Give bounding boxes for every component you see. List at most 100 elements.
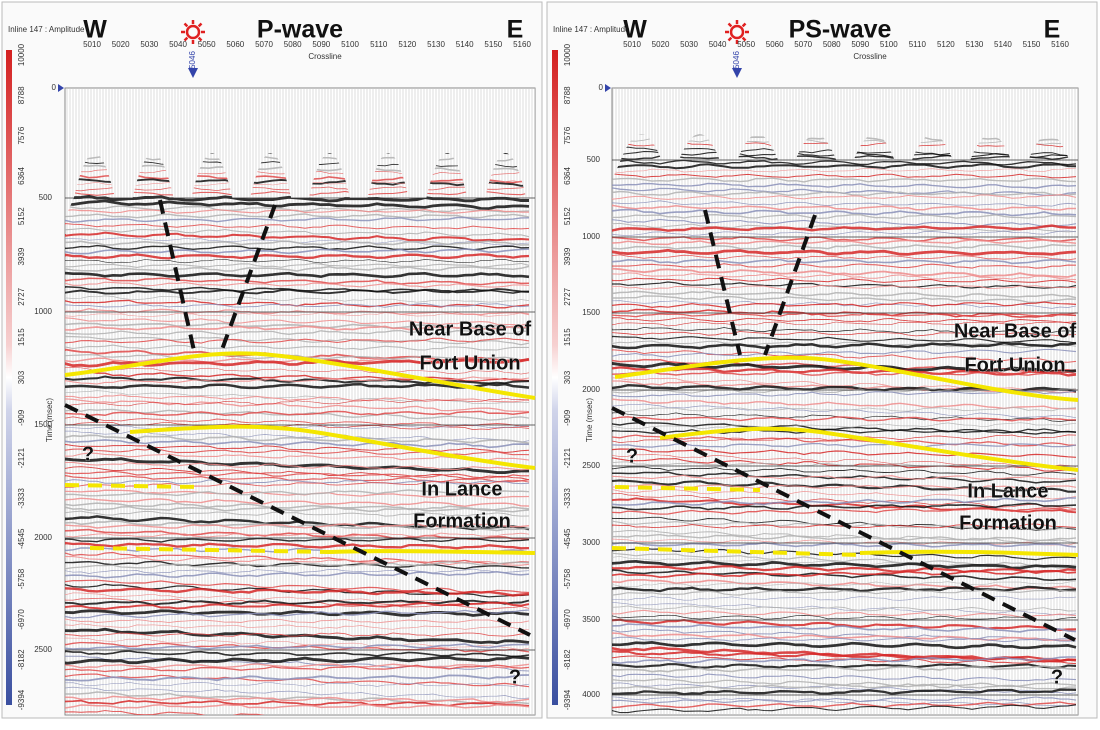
reflector	[65, 703, 530, 709]
colorbar-tick-label: 3939	[17, 247, 26, 265]
reflector	[65, 227, 530, 238]
colorbar-tick-label: -9394	[17, 689, 26, 710]
reflector	[65, 571, 530, 579]
reflector	[612, 428, 1077, 435]
reflector	[65, 337, 530, 344]
crossline-tick-label: 5030	[140, 40, 158, 49]
time-tick-label: 2500	[582, 461, 600, 470]
reflector	[612, 182, 1077, 189]
reflector	[612, 682, 1077, 695]
reflector	[612, 663, 1077, 669]
reflector	[612, 474, 1077, 480]
reflector	[65, 367, 530, 375]
reflector	[65, 537, 530, 543]
reflector	[65, 277, 530, 286]
amplitude-label: Inline 147 : Amplitude	[553, 25, 630, 34]
reflector	[65, 709, 530, 715]
horizon	[859, 549, 1079, 557]
reflector	[612, 173, 1077, 179]
colorbar-tick-label: -5758	[563, 568, 572, 589]
reflector	[612, 665, 1077, 673]
colorbar-tick-label: 303	[17, 370, 26, 384]
reflector	[65, 295, 530, 303]
panel-title: P-wave	[257, 16, 343, 44]
reflector	[65, 452, 530, 461]
reflector	[65, 199, 530, 211]
reflector	[612, 601, 1077, 616]
time-tick-label: 2500	[34, 645, 52, 654]
reflector	[612, 552, 1077, 568]
marker-triangle	[188, 68, 198, 78]
reflector	[612, 341, 1077, 350]
sun-ray	[741, 36, 747, 42]
reflector	[612, 454, 1077, 468]
crossline-tick-label: 5020	[652, 40, 670, 49]
reflector	[612, 628, 1077, 642]
reflector	[65, 258, 530, 264]
formation-label: Formation	[413, 510, 511, 532]
reflector	[612, 605, 1077, 612]
reflector	[65, 244, 530, 251]
colorbar-tick-label: -4545	[563, 528, 572, 549]
colorbar-tick-label: -3333	[563, 488, 572, 509]
horizon	[64, 351, 536, 400]
crossline-tick-label: 5090	[851, 40, 869, 49]
reflector	[612, 348, 1077, 358]
colorbar-tick-label: 10000	[17, 43, 26, 66]
west-label: W	[623, 16, 647, 44]
reflector	[612, 422, 1077, 435]
crossline-tick-label: 5140	[994, 40, 1012, 49]
colorbar-tick-label: -6970	[563, 609, 572, 630]
reflector	[612, 434, 1077, 447]
sun-ray	[183, 22, 189, 28]
formation-label: In Lance	[421, 478, 502, 500]
reflector	[65, 664, 530, 673]
crossline-tick-label: 5150	[1023, 40, 1041, 49]
reflector	[612, 301, 1077, 309]
reflector	[65, 317, 530, 326]
reflector	[65, 618, 530, 624]
reflector	[612, 312, 1077, 318]
colorbar-tick-label: 1515	[17, 328, 26, 346]
reflector	[612, 578, 1077, 590]
crossline-tick-label: 5130	[966, 40, 984, 49]
colorbar-tick-label: -3333	[17, 488, 26, 509]
reflector	[612, 390, 1077, 398]
reflector	[612, 263, 1077, 269]
reflector	[612, 277, 1077, 283]
question-mark: ?	[82, 443, 94, 465]
reflector	[612, 403, 1077, 419]
crossline-tick-label: 5100	[341, 40, 359, 49]
fault	[703, 209, 742, 356]
reflector	[65, 528, 530, 541]
time-tick-label: 1000	[582, 232, 600, 241]
reflector	[65, 335, 530, 346]
reflector	[65, 601, 530, 610]
colorbar-tick-label: -6970	[17, 609, 26, 630]
crossline-tick-label: 5040	[169, 40, 187, 49]
colorbar-tick-label: -5758	[17, 568, 26, 589]
panel-title: PS-wave	[789, 16, 892, 44]
reflector	[612, 565, 1077, 575]
reflector	[612, 704, 1077, 714]
reflector	[612, 650, 1076, 662]
reflector	[612, 569, 1077, 582]
reflector	[65, 240, 530, 246]
reflector	[65, 382, 530, 390]
time-tick-label: 1500	[582, 308, 600, 317]
horizon	[129, 424, 536, 470]
colorbar-tick-label: -9394	[563, 689, 572, 710]
reflector	[612, 398, 1077, 410]
reflector	[65, 281, 530, 288]
reflector	[612, 416, 1077, 422]
crossline-tick-label: 5050	[198, 40, 216, 49]
reflector	[65, 609, 530, 617]
reflector	[65, 515, 530, 531]
reflector	[65, 663, 530, 669]
east-label: E	[507, 16, 524, 44]
horizon-label: Near Base of	[409, 318, 532, 340]
reflector	[65, 371, 530, 382]
reflector	[65, 416, 530, 427]
colorbar-tick-label: -2121	[17, 447, 26, 468]
